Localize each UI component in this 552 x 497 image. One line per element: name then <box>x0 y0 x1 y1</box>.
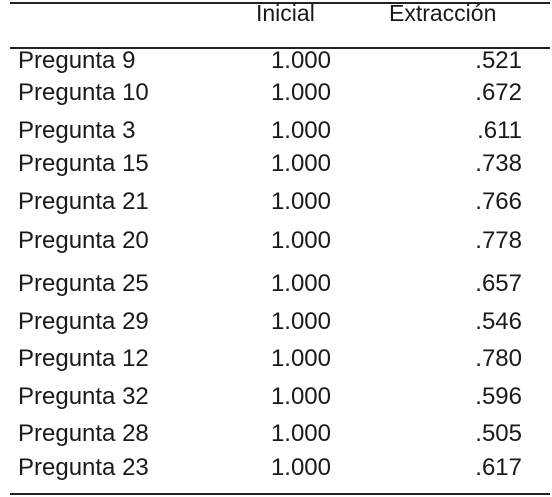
table-row: Pregunta 21 1.000 .766 <box>0 187 552 217</box>
column-header-extraccion: Extracción <box>389 0 497 26</box>
cell-inicial: 1.000 <box>270 188 331 215</box>
table-row: Pregunta 23 1.000 .617 <box>0 453 552 483</box>
table-row: Pregunta 9 1.000 .521 <box>0 46 552 76</box>
row-label: Pregunta 28 <box>18 420 149 447</box>
cell-extraccion: .780 <box>475 345 522 372</box>
table-row: Pregunta 12 1.000 .780 <box>0 344 552 374</box>
cell-extraccion: .657 <box>475 270 522 297</box>
cell-inicial: 1.000 <box>270 420 331 447</box>
row-label: Pregunta 32 <box>18 383 149 410</box>
row-label: Pregunta 12 <box>18 345 149 372</box>
cell-extraccion: .778 <box>475 227 522 254</box>
table-row: Pregunta 29 1.000 .546 <box>0 307 552 337</box>
cell-extraccion: .505 <box>475 420 522 447</box>
cell-inicial: 1.000 <box>270 308 331 335</box>
table-row: Pregunta 15 1.000 .738 <box>0 149 552 179</box>
cell-inicial: 1.000 <box>270 383 331 410</box>
cell-inicial: 1.000 <box>270 227 331 254</box>
cell-inicial: 1.000 <box>270 270 331 297</box>
table-row: Pregunta 32 1.000 .596 <box>0 382 552 412</box>
row-label: Pregunta 20 <box>18 227 149 254</box>
cell-extraccion: .738 <box>475 150 522 177</box>
table-row: Pregunta 10 1.000 .672 <box>0 78 552 108</box>
table-bottom-rule <box>10 493 550 495</box>
row-label: Pregunta 25 <box>18 270 149 297</box>
cell-inicial: 1.000 <box>270 79 331 106</box>
row-label: Pregunta 23 <box>18 454 149 481</box>
table-row: Pregunta 20 1.000 .778 <box>0 226 552 256</box>
cell-extraccion: .672 <box>475 79 522 106</box>
table-top-rule <box>10 2 550 4</box>
column-header-inicial: Inicial <box>256 0 315 26</box>
cell-inicial: 1.000 <box>270 47 331 74</box>
cell-extraccion: .611 <box>477 117 522 144</box>
row-label: Pregunta 29 <box>18 308 149 335</box>
cell-inicial: 1.000 <box>270 454 331 481</box>
cell-extraccion: .766 <box>475 188 522 215</box>
cell-extraccion: .546 <box>475 308 522 335</box>
table-row: Pregunta 25 1.000 .657 <box>0 269 552 299</box>
row-label: Pregunta 9 <box>18 47 136 74</box>
row-label: Pregunta 3 <box>18 117 136 144</box>
cell-inicial: 1.000 <box>270 150 331 177</box>
row-label: Pregunta 21 <box>18 188 149 215</box>
table-row: Pregunta 28 1.000 .505 <box>0 419 552 449</box>
table-row: Pregunta 3 1.000 .611 <box>0 116 552 146</box>
cell-extraccion: .521 <box>475 47 522 74</box>
cell-extraccion: .596 <box>475 383 522 410</box>
cell-extraccion: .617 <box>475 454 522 481</box>
cell-inicial: 1.000 <box>270 117 331 144</box>
cell-inicial: 1.000 <box>270 345 331 372</box>
row-label: Pregunta 15 <box>18 150 149 177</box>
row-label: Pregunta 10 <box>18 79 149 106</box>
header-rule <box>10 47 550 49</box>
